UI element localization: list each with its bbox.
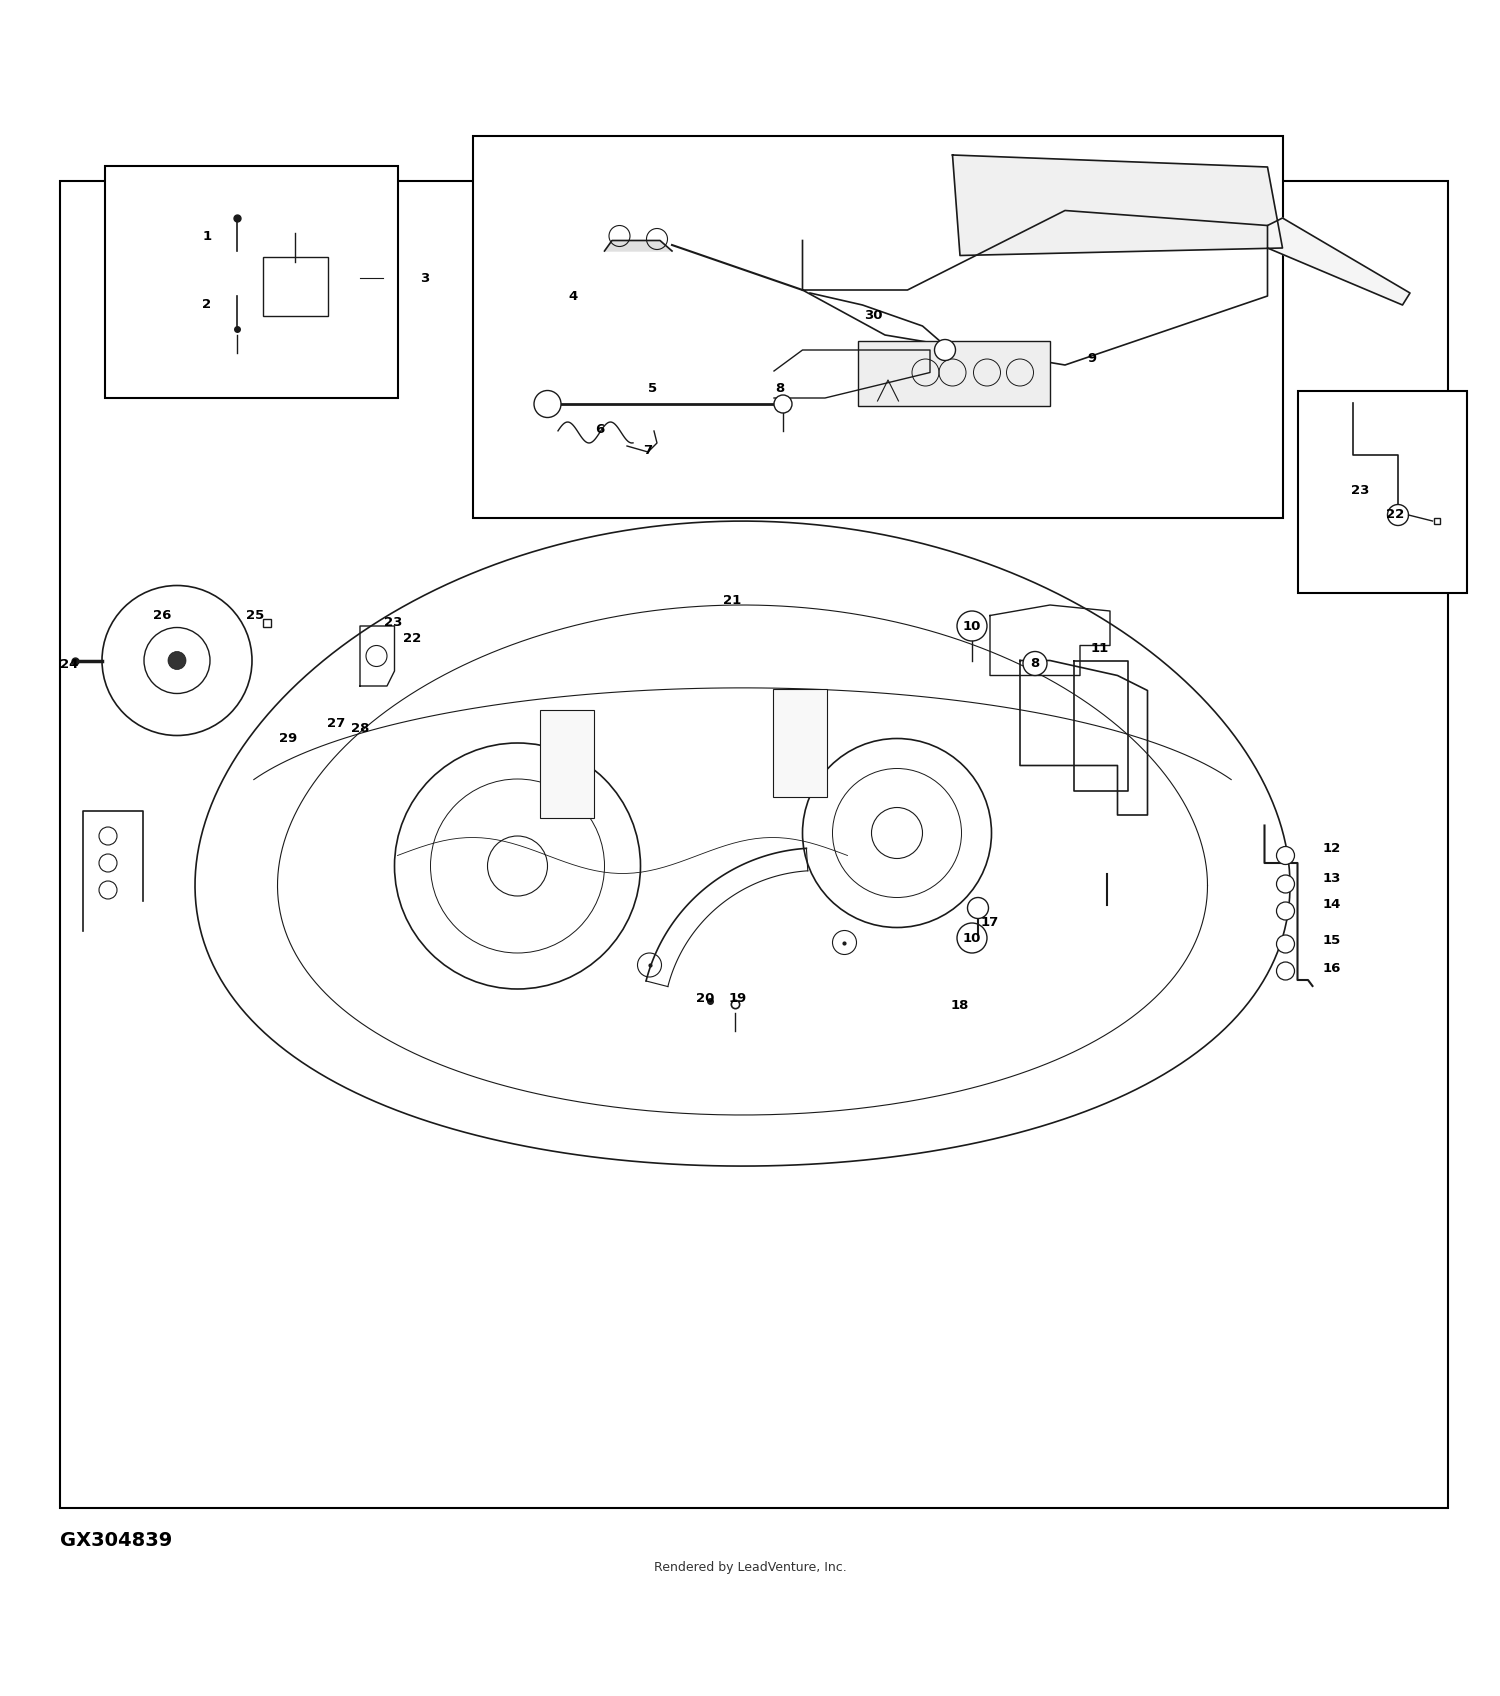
- Text: 28: 28: [351, 721, 369, 734]
- Text: LEADVENTURE: LEADVENTURE: [454, 784, 1046, 853]
- Text: 30: 30: [864, 309, 882, 322]
- Text: 13: 13: [1323, 872, 1341, 885]
- Bar: [1298, 390, 1467, 594]
- Polygon shape: [1268, 219, 1410, 305]
- Circle shape: [168, 651, 186, 670]
- Text: 3: 3: [420, 271, 429, 285]
- Text: 4: 4: [568, 290, 578, 302]
- Text: 23: 23: [384, 617, 402, 629]
- Text: 11: 11: [1090, 643, 1108, 655]
- Text: 17: 17: [981, 916, 999, 929]
- Text: 8: 8: [1030, 656, 1039, 670]
- Text: 25: 25: [246, 609, 264, 622]
- Circle shape: [1023, 651, 1047, 675]
- Text: 5: 5: [648, 383, 657, 395]
- Text: 14: 14: [1323, 899, 1341, 911]
- Circle shape: [1276, 875, 1294, 894]
- Text: 19: 19: [729, 992, 747, 1004]
- Bar: [772, 689, 826, 797]
- Bar: [105, 166, 398, 399]
- FancyBboxPatch shape: [262, 258, 328, 315]
- Text: 16: 16: [1323, 962, 1341, 975]
- Text: 21: 21: [723, 594, 741, 607]
- Text: 7: 7: [644, 444, 652, 456]
- Circle shape: [1276, 902, 1294, 919]
- Circle shape: [774, 395, 792, 414]
- Text: 9: 9: [1088, 353, 1096, 366]
- Polygon shape: [952, 154, 1282, 256]
- Bar: [858, 341, 1050, 405]
- Text: Rendered by LeadVenture, Inc.: Rendered by LeadVenture, Inc.: [654, 1562, 846, 1574]
- Text: 2: 2: [202, 298, 211, 312]
- Text: 8: 8: [776, 383, 784, 395]
- Circle shape: [366, 646, 387, 667]
- Circle shape: [534, 390, 561, 417]
- Text: 27: 27: [327, 717, 345, 729]
- Text: 26: 26: [153, 609, 171, 622]
- Text: 12: 12: [1323, 841, 1341, 855]
- Text: 22: 22: [1386, 509, 1404, 521]
- Circle shape: [1388, 504, 1408, 526]
- Text: 23: 23: [1352, 485, 1370, 497]
- Text: 20: 20: [696, 992, 714, 1004]
- Text: 10: 10: [963, 931, 981, 945]
- Text: 15: 15: [1323, 934, 1341, 948]
- Text: 22: 22: [404, 631, 422, 644]
- Text: 18: 18: [951, 999, 969, 1013]
- Text: 6: 6: [596, 422, 604, 436]
- Circle shape: [1276, 934, 1294, 953]
- Text: 24: 24: [60, 658, 78, 672]
- Text: 10: 10: [963, 619, 981, 633]
- Circle shape: [1276, 846, 1294, 865]
- Bar: [540, 711, 594, 817]
- Circle shape: [968, 897, 988, 919]
- Text: 1: 1: [202, 229, 211, 243]
- Circle shape: [1276, 962, 1294, 980]
- Bar: [472, 136, 1282, 517]
- Text: GX304839: GX304839: [60, 1531, 172, 1550]
- Text: 29: 29: [279, 733, 297, 745]
- Circle shape: [934, 339, 956, 361]
- Polygon shape: [604, 241, 672, 251]
- Bar: [60, 180, 1448, 1508]
